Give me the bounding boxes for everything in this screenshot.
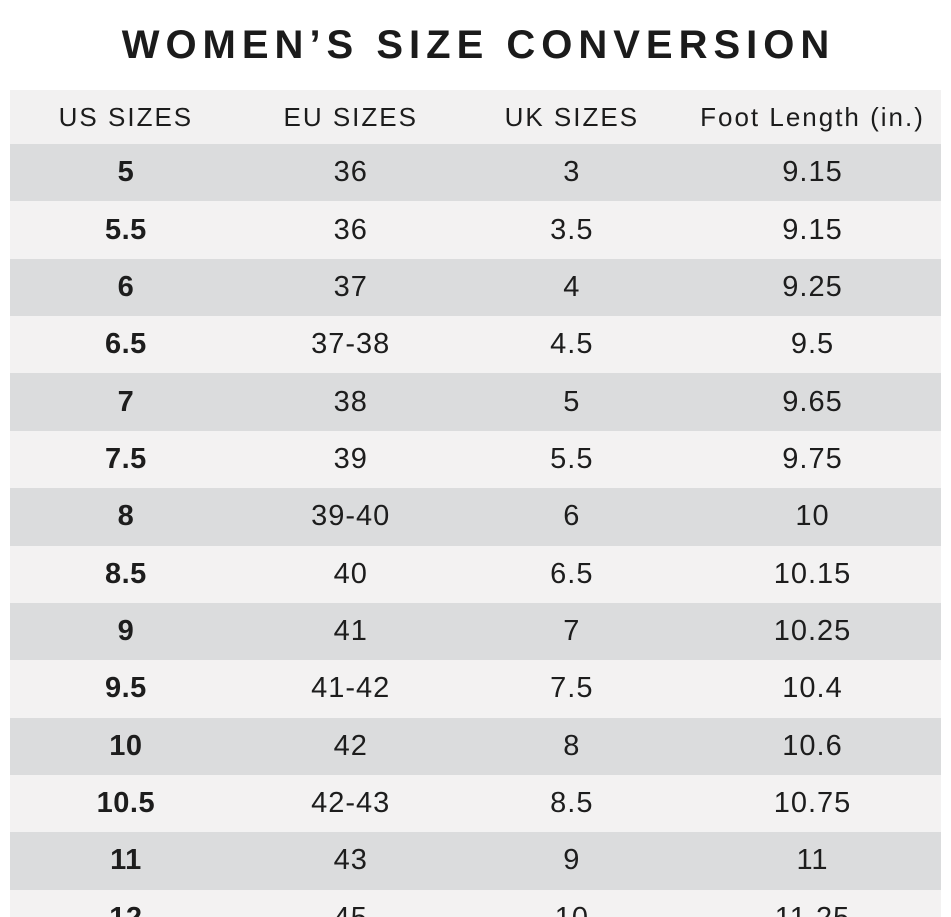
cell-foot-length: 9.15 <box>782 213 843 246</box>
cell-uk-size: 7 <box>563 615 581 648</box>
cell-foot-length: 9.15 <box>782 156 843 189</box>
column-header-uk-sizes: UK SIZES <box>459 90 685 144</box>
table-row: 6 37 4 9.25 <box>10 258 941 317</box>
table-row: 8 39-40 6 10 <box>10 488 941 546</box>
cell-foot-length: 9.5 <box>790 328 835 361</box>
cell-foot-length: 11 <box>796 844 829 877</box>
cell-uk-size: 10 <box>460 890 684 917</box>
cell-us-size: 11 <box>110 844 142 877</box>
cell-us-size: 9.5 <box>104 672 147 705</box>
cell-eu-size: 43 <box>333 844 368 877</box>
cell-eu-size: 37 <box>333 270 368 303</box>
table-row: 11 43 9 11 <box>10 832 941 890</box>
table-row: 9.5 41-42 7.5 10.4 <box>10 660 941 718</box>
table-row: 5 36 3 9.15 <box>10 144 941 202</box>
cell-us-size: 5.5 <box>104 213 147 246</box>
table-row: 7.5 39 5.5 9.75 <box>10 430 941 489</box>
cell-eu-size: 39 <box>333 442 368 475</box>
cell-foot-length: 9.25 <box>782 270 843 303</box>
cell-foot-length: 10.6 <box>782 729 843 762</box>
cell-uk-size: 6 <box>563 500 581 533</box>
cell-us-size: 9 <box>117 615 135 648</box>
cell-uk-size: 8.5 <box>550 787 594 820</box>
cell-foot-length: 10.4 <box>782 672 843 705</box>
cell-foot-length: 9.65 <box>782 385 843 418</box>
cell-us-size: 6 <box>117 270 135 303</box>
column-header-eu-sizes: EU SIZES <box>241 90 460 144</box>
cell-us-size: 8.5 <box>104 557 147 590</box>
cell-eu-size: 45 <box>242 890 460 917</box>
cell-foot-length: 10.15 <box>773 557 852 590</box>
table-row: 6.5 37-38 4.5 9.5 <box>10 316 941 374</box>
title-bar: WOMEN’S SIZE CONVERSION <box>0 0 951 90</box>
cell-foot-length: 10.25 <box>773 615 852 648</box>
table-row: 9 41 7 10.25 <box>10 602 941 661</box>
cell-foot-length: 11.25 <box>684 890 941 917</box>
cell-us-size: 10 <box>109 729 143 762</box>
cell-eu-size: 40 <box>333 557 368 590</box>
cell-uk-size: 4.5 <box>550 328 594 361</box>
cell-us-size: 10.5 <box>96 787 156 820</box>
cell-foot-length: 9.75 <box>782 442 843 475</box>
cell-us-size: 7.5 <box>104 442 147 475</box>
cell-eu-size: 38 <box>333 385 368 418</box>
cell-us-size: 8 <box>117 500 135 533</box>
cell-eu-size: 36 <box>333 213 368 246</box>
table-row: 5.5 36 3.5 9.15 <box>10 201 941 259</box>
cell-uk-size: 5.5 <box>550 442 594 475</box>
page-title: WOMEN’S SIZE CONVERSION <box>121 22 836 67</box>
cell-eu-size: 39-40 <box>311 500 391 533</box>
cell-uk-size: 3 <box>563 156 581 189</box>
cell-uk-size: 3.5 <box>550 213 594 246</box>
cell-eu-size: 41 <box>333 615 368 648</box>
cell-eu-size: 42 <box>333 729 368 762</box>
cell-uk-size: 6.5 <box>550 557 594 590</box>
cell-us-size: 12 <box>10 890 242 917</box>
cell-eu-size: 41-42 <box>311 672 391 705</box>
cell-uk-size: 9 <box>563 844 581 877</box>
column-header-us-sizes: US SIZES <box>10 90 242 144</box>
cell-foot-length: 10 <box>795 500 830 533</box>
cell-us-size: 6.5 <box>104 328 147 361</box>
size-conversion-table: US SIZES EU SIZES UK SIZES Foot Length (… <box>10 90 941 917</box>
cell-eu-size: 37-38 <box>311 328 391 361</box>
table-body: 5 36 3 9.15 5.5 36 3.5 9.15 6 37 4 9.25 … <box>10 144 941 917</box>
table-row: 10.5 42-43 8.5 10.75 <box>10 774 941 833</box>
column-header-foot-length: Foot Length (in.) <box>684 90 941 144</box>
table-header-row: US SIZES EU SIZES UK SIZES Foot Length (… <box>10 90 941 144</box>
cell-eu-size: 36 <box>333 156 368 189</box>
cell-uk-size: 5 <box>563 385 581 418</box>
cell-us-size: 5 <box>117 156 135 189</box>
cell-eu-size: 42-43 <box>311 787 391 820</box>
cell-uk-size: 8 <box>563 729 581 762</box>
table-row: 10 42 8 10.6 <box>10 717 941 775</box>
cell-uk-size: 7.5 <box>550 672 594 705</box>
table-row: 8.5 40 6.5 10.15 <box>10 545 941 603</box>
table-row: 12 45 10 11.25 <box>10 889 941 917</box>
table-row: 7 38 5 9.65 <box>10 373 941 431</box>
cell-us-size: 7 <box>117 385 135 418</box>
cell-foot-length: 10.75 <box>773 787 852 820</box>
cell-uk-size: 4 <box>563 270 581 303</box>
